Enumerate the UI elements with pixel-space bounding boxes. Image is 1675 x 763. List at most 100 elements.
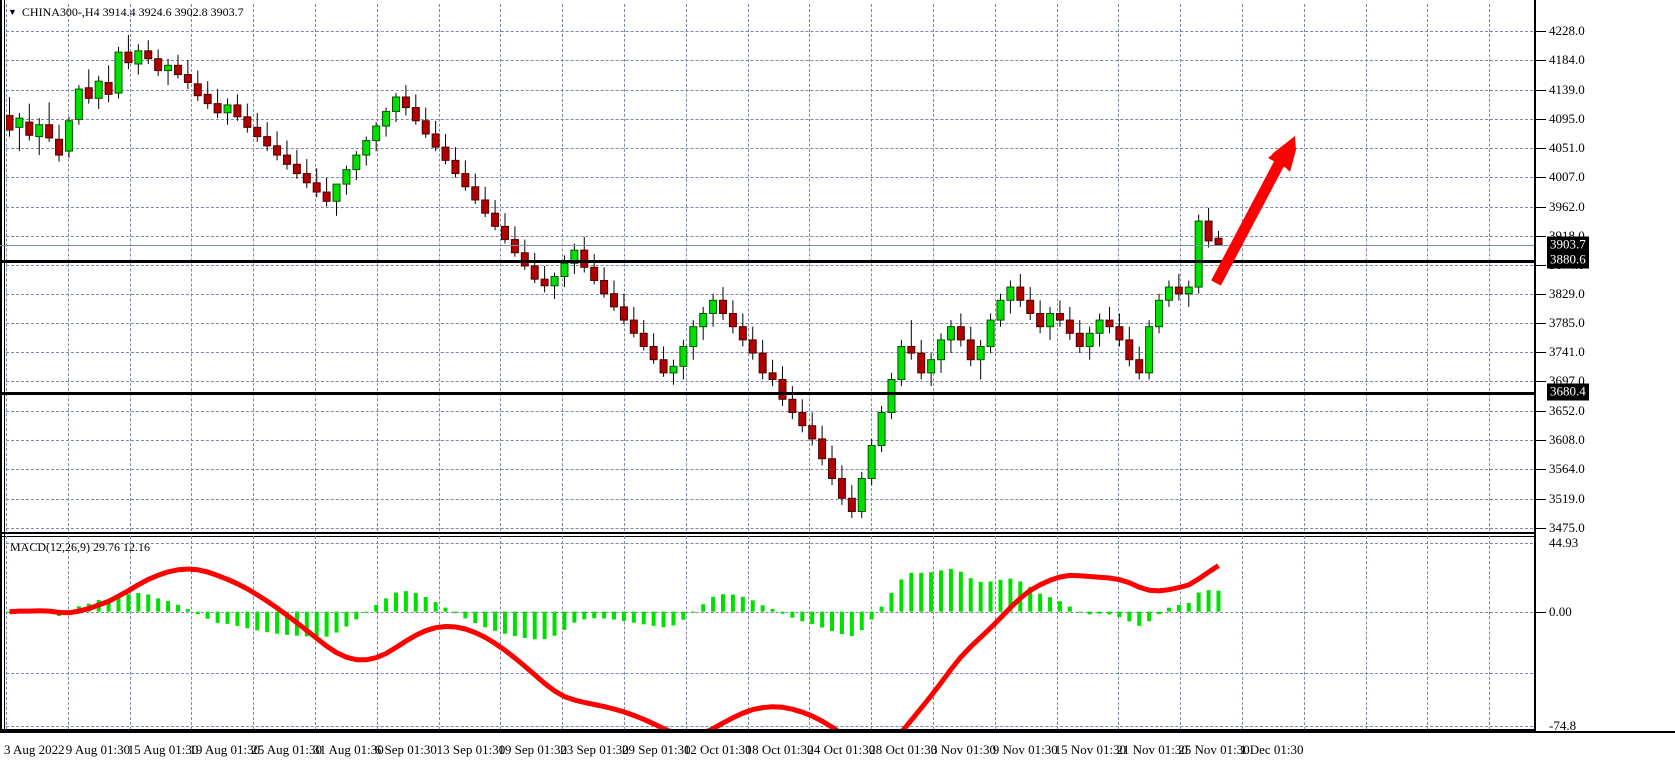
gridline-vertical <box>994 4 996 531</box>
gridline-vertical <box>933 4 934 531</box>
macd-indicator-panel[interactable]: MACD(12,26,9) 29.76 12.16 <box>6 536 1533 730</box>
gridline-vertical <box>1365 536 1367 730</box>
gridline-vertical <box>129 4 131 531</box>
gridline-vertical <box>191 536 193 730</box>
macd-axis-label: -74.8 <box>1549 718 1577 733</box>
price-axis-tick <box>1536 147 1546 149</box>
gridline-vertical <box>129 536 131 730</box>
gridline-vertical <box>191 4 193 531</box>
gridline-vertical <box>67 536 69 730</box>
gridline-vertical <box>1180 4 1182 531</box>
gridline-vertical <box>1427 536 1429 730</box>
price-axis-tick <box>1536 528 1546 529</box>
chart-bottom-border <box>0 729 1534 731</box>
gridline-vertical <box>562 4 564 531</box>
macd-axis-label: 44.93 <box>1549 535 1579 550</box>
panel-separator-top <box>0 532 1534 534</box>
gridline-vertical <box>1427 4 1429 531</box>
date-axis-label: 12 Oct 01:30 <box>683 742 752 757</box>
gridline-horizontal <box>6 411 1533 413</box>
price-axis-tick <box>1536 176 1546 178</box>
gridline-horizontal <box>6 31 1533 32</box>
gridline-vertical <box>685 536 687 730</box>
price-axis-tick <box>1536 118 1546 120</box>
price-axis[interactable]: 4228.0 4184.0 4139.0 4095.0 4051.0 4007.0 3962… <box>1534 0 1675 733</box>
chart-symbol-header: ▼ CHINA300-,H4 3914.4 3924.6 3902.8 3903.… <box>8 5 244 20</box>
gridline-vertical <box>624 536 625 730</box>
date-axis-label: 23 Sep 01:30 <box>560 742 629 757</box>
gridline-vertical <box>253 4 255 531</box>
gridline-horizontal <box>6 469 1533 471</box>
gridline-vertical <box>67 4 69 531</box>
price-axis-label: 3519.0 <box>1549 490 1585 506</box>
gridline-vertical <box>871 4 873 531</box>
price-axis-label-current-price: 3903.7 <box>1547 236 1589 254</box>
gridline-vertical <box>1303 536 1305 730</box>
date-axis-label: 18 Oct 01:30 <box>745 742 814 757</box>
date-axis-label: 31 Aug 01:30 <box>313 742 384 757</box>
gridline-vertical <box>933 536 934 730</box>
price-chart-panel[interactable] <box>6 4 1533 531</box>
gridline-vertical <box>500 4 502 531</box>
triangle-down-icon[interactable]: ▼ <box>8 7 17 17</box>
date-axis[interactable]: 3 Aug 2022 9 Aug 01:30 15 Aug 01:30 19 Aug … <box>0 731 1675 763</box>
price-axis-label-resistance-level: 3880.6 <box>1547 251 1589 269</box>
gridline-vertical <box>1118 536 1120 730</box>
gridline-horizontal <box>6 118 1533 120</box>
gridline-vertical <box>1180 536 1182 730</box>
date-axis-label: 9 Aug 01:30 <box>65 742 131 757</box>
gridline-vertical <box>376 4 378 531</box>
gridline-horizontal <box>6 264 1533 266</box>
gridline-horizontal <box>6 294 1533 296</box>
macd-axis-label: 0.00 <box>1549 603 1572 619</box>
gridline-horizontal <box>6 381 1533 383</box>
gridline-horizontal <box>6 352 1533 354</box>
gridline-vertical <box>624 4 625 531</box>
gridline-vertical <box>871 536 873 730</box>
gridline-horizontal <box>6 528 1533 529</box>
gridline-vertical <box>1489 536 1491 730</box>
date-axis-label: 19 Sep 01:30 <box>498 742 568 757</box>
price-axis-label: 4007.0 <box>1549 168 1585 184</box>
support-level-line <box>0 392 1534 396</box>
gridline-vertical <box>1056 4 1058 531</box>
date-axis-label: 29 Sep 01:30 <box>622 742 691 757</box>
gridline-vertical <box>253 536 255 730</box>
panel-separator-bottom <box>0 536 1534 537</box>
price-axis-label: 4139.0 <box>1549 81 1585 97</box>
price-axis-tick <box>1536 352 1546 354</box>
gridline-vertical <box>685 4 687 531</box>
price-axis-label-support-level: 3680.4 <box>1547 383 1589 401</box>
price-axis-tick <box>1536 31 1546 32</box>
gridline-vertical <box>562 536 564 730</box>
date-axis-label: 3 Nov 01:30 <box>931 742 996 757</box>
gridline-horizontal <box>6 89 1533 91</box>
gridline-vertical <box>6 536 7 730</box>
gridline-horizontal <box>6 60 1533 62</box>
gridline-vertical <box>1118 4 1120 531</box>
price-axis-tick <box>1536 264 1546 266</box>
date-axis-label: 15 Aug 01:30 <box>127 742 199 757</box>
price-axis-tick <box>1536 411 1546 413</box>
gridline-vertical <box>6 4 7 531</box>
price-axis-tick <box>1536 235 1546 237</box>
gridline-horizontal <box>6 147 1533 149</box>
gridline-horizontal <box>6 498 1533 500</box>
date-axis-label: 25 Nov 01:30 <box>1178 742 1250 757</box>
price-axis-label: 3962.0 <box>1549 198 1585 214</box>
gridline-horizontal <box>6 726 1533 727</box>
price-axis-label: 3652.0 <box>1549 403 1585 419</box>
price-axis-label: 4051.0 <box>1549 139 1585 155</box>
price-axis-tick <box>1536 381 1546 383</box>
price-axis-label: 3829.0 <box>1549 286 1585 302</box>
date-axis-label: 3 Aug 2022 <box>4 742 65 757</box>
gridline-vertical <box>747 4 749 531</box>
gridline-horizontal <box>6 543 1533 544</box>
gridline-vertical <box>1056 536 1058 730</box>
gridline-vertical <box>376 536 378 730</box>
macd-grid <box>6 536 1533 730</box>
gridline-horizontal <box>6 235 1533 237</box>
date-axis-label: 21 Nov 01:30 <box>1116 742 1188 757</box>
price-grid <box>6 4 1533 531</box>
